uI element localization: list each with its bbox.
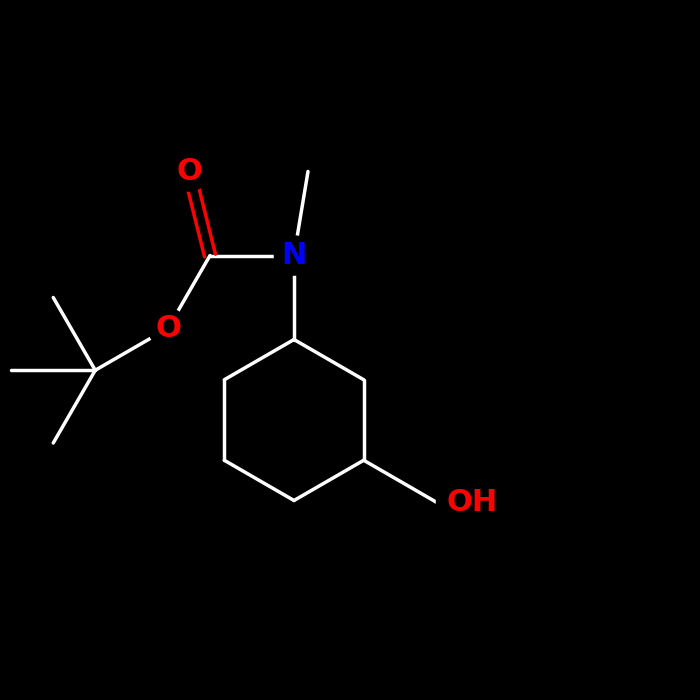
Circle shape xyxy=(274,236,314,275)
Text: O: O xyxy=(176,157,202,186)
Circle shape xyxy=(148,309,188,348)
Circle shape xyxy=(169,152,209,191)
Circle shape xyxy=(437,475,493,531)
Text: O: O xyxy=(155,314,181,343)
Text: OH: OH xyxy=(447,488,498,517)
Text: N: N xyxy=(281,241,307,270)
